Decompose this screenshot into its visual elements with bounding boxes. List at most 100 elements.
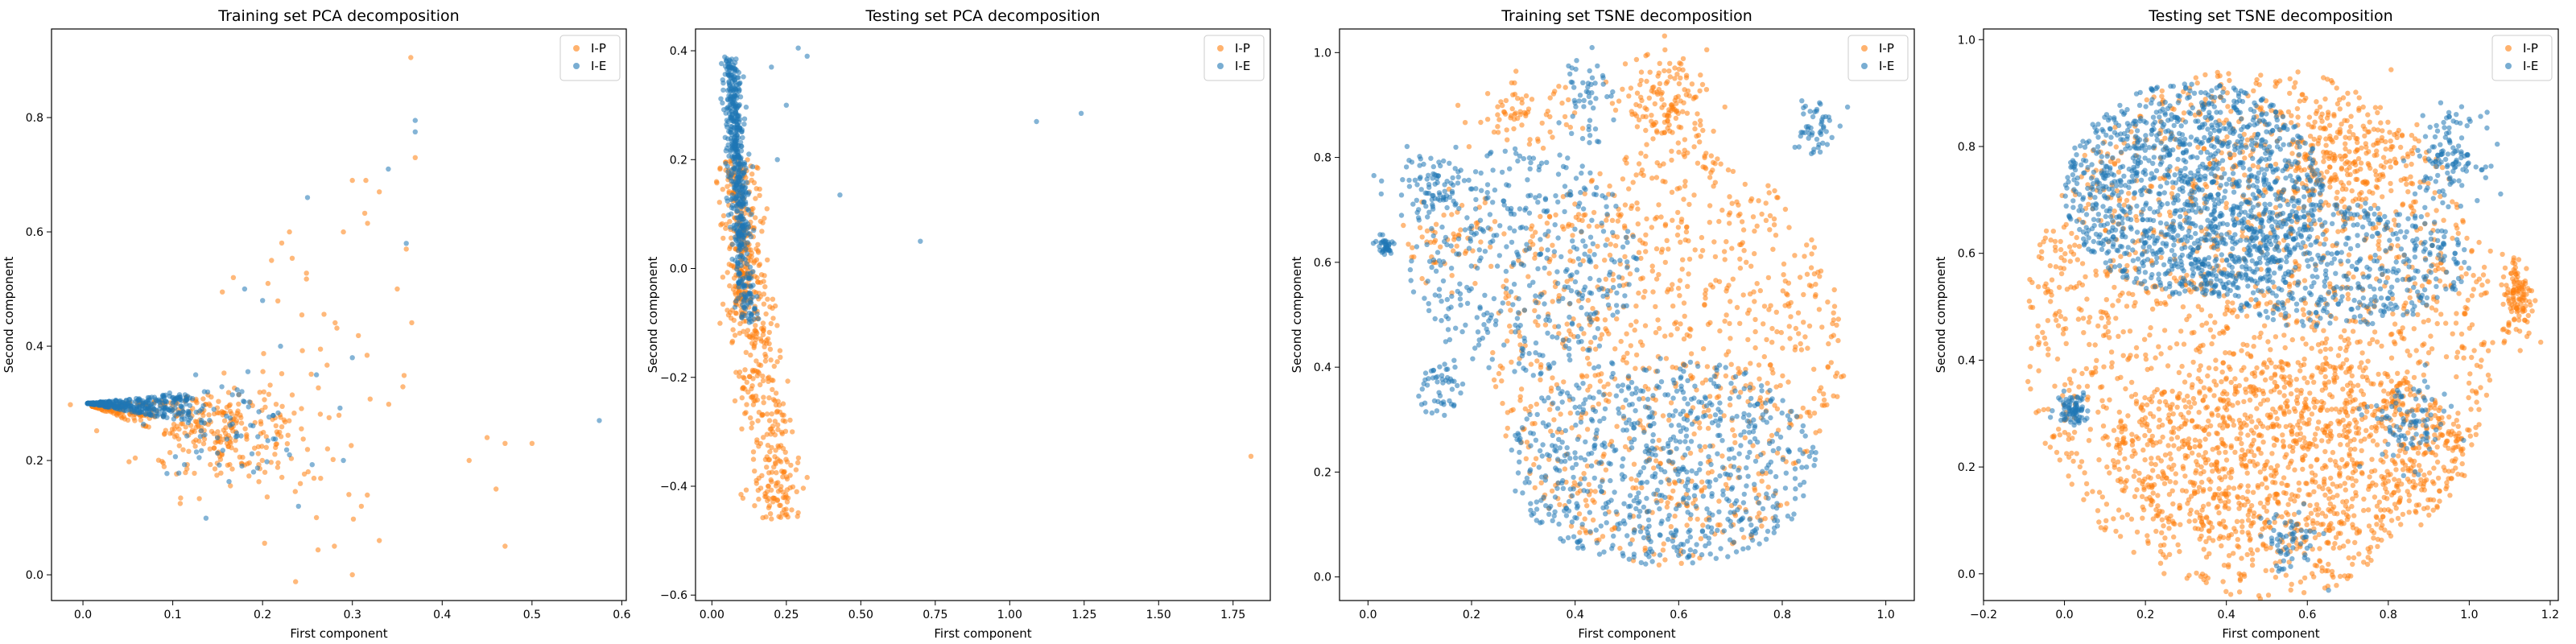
data-point-I-P [244,436,250,442]
data-point-I-E [1696,399,1702,405]
data-point-I-E [1707,479,1713,485]
data-point-I-E [1685,378,1690,383]
data-point-I-P [1741,535,1747,540]
data-point-I-E [1694,542,1699,547]
data-point-I-P [1816,307,1823,312]
data-point-I-E [737,94,744,100]
data-point-I-P [1752,316,1758,323]
data-point-I-E [749,300,754,306]
data-point-I-E [167,390,172,396]
data-point-I-E [1609,192,1616,197]
data-point-I-P [386,402,392,407]
data-point-I-E [1613,303,1620,308]
data-point-I-E [1650,431,1656,438]
data-point-I-P [774,470,779,476]
data-point-I-E [734,266,740,272]
data-point-I-P [1580,346,1586,352]
data-point-I-E [1616,275,1622,280]
data-point-I-P [332,543,337,549]
data-point-I-P [737,374,742,379]
data-point-I-E [1675,466,1682,472]
data-point-I-P [228,483,233,489]
x-tick-label: 0.4 [1567,609,1584,621]
data-point-I-P [1662,223,1668,229]
data-point-I-P [246,460,252,466]
data-point-I-P [242,426,248,431]
data-point-I-P [493,486,499,492]
data-point-I-P [2483,392,2490,398]
data-point-I-P [1500,102,1505,109]
data-point-I-P [1672,321,1678,327]
data-point-I-E [1574,505,1580,511]
data-point-I-P [1825,365,1831,370]
data-point-I-P [1580,258,1586,264]
data-point-I-P [1678,560,1684,566]
data-point-I-P [1756,471,1761,477]
data-point-I-P [299,406,304,411]
data-point-I-E [1589,450,1595,456]
data-point-I-E [1685,477,1691,482]
data-point-I-E [744,261,749,266]
data-point-I-P [1723,373,1729,379]
data-point-I-P [2219,379,2224,385]
data-point-I-P [717,320,723,326]
data-point-I-E [1765,528,1771,535]
data-point-I-E [1716,509,1722,514]
data-point-I-P [1576,511,1583,517]
data-point-I-E [1522,480,1528,485]
data-point-I-E [1436,190,1443,196]
data-point-I-P [1531,461,1537,468]
data-point-I-E [1560,477,1566,484]
data-point-I-E [1624,265,1630,270]
data-point-I-P [279,240,285,246]
data-point-I-E [1406,184,1413,189]
data-point-I-P [1833,374,1839,379]
data-point-I-P [740,495,746,502]
data-point-I-P [1512,91,1518,97]
data-point-I-P [739,395,745,401]
data-point-I-P [1567,328,1572,334]
data-point-I-E [1608,93,1614,99]
data-point-I-E [1579,135,1586,142]
data-point-I-E [1717,432,1723,438]
data-point-I-P [1811,271,1818,277]
data-point-I-E [177,410,183,416]
data-point-I-P [1568,523,1575,529]
data-point-I-E [1499,169,1505,175]
data-point-I-P [1681,151,1686,157]
data-point-I-E [1677,439,1683,444]
data-point-I-E [157,402,163,408]
data-point-I-E [1785,413,1791,419]
data-point-I-E [1492,322,1499,328]
data-point-I-E [1665,516,1671,522]
data-point-I-E [1426,301,1431,307]
data-point-I-E [192,372,199,378]
data-point-I-E [735,113,741,119]
data-point-I-E [1456,205,1462,212]
data-point-I-P [1633,477,1640,483]
data-point-I-P [1552,324,1558,329]
data-point-I-E [1636,473,1641,478]
data-point-I-P [1681,336,1687,342]
data-point-I-E [1706,535,1711,541]
legend-label-I-P: I-P [1879,41,1894,56]
data-point-I-P [2242,155,2248,161]
x-tick-label: 0.50 [848,609,873,621]
data-point-I-P [377,538,382,543]
data-point-I-E [1575,256,1582,262]
data-point-I-P [1628,85,1634,91]
data-point-I-P [1727,402,1733,408]
data-point-I-E [1528,501,1534,506]
y-tick-label: −0.2 [660,372,687,385]
data-point-I-P [1527,137,1533,142]
data-point-I-E [1802,433,1808,439]
data-point-I-E [1686,529,1691,535]
data-point-I-P [757,192,762,198]
data-point-I-P [1684,522,1690,528]
data-point-I-E [1569,519,1575,525]
data-point-I-E [256,409,262,415]
data-point-I-P [1699,487,1704,493]
data-point-I-E [1748,395,1754,402]
data-point-I-E [1645,396,1651,402]
data-point-I-E [1789,516,1794,522]
